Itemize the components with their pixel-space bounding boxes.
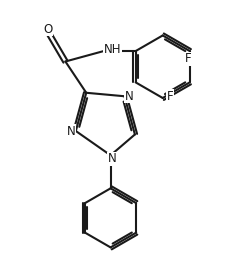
- Text: N: N: [108, 152, 117, 165]
- Text: F: F: [167, 90, 174, 103]
- Text: N: N: [125, 90, 133, 103]
- Text: N: N: [67, 124, 76, 138]
- Text: NH: NH: [104, 43, 121, 56]
- Text: O: O: [43, 23, 53, 36]
- Text: F: F: [185, 52, 191, 65]
